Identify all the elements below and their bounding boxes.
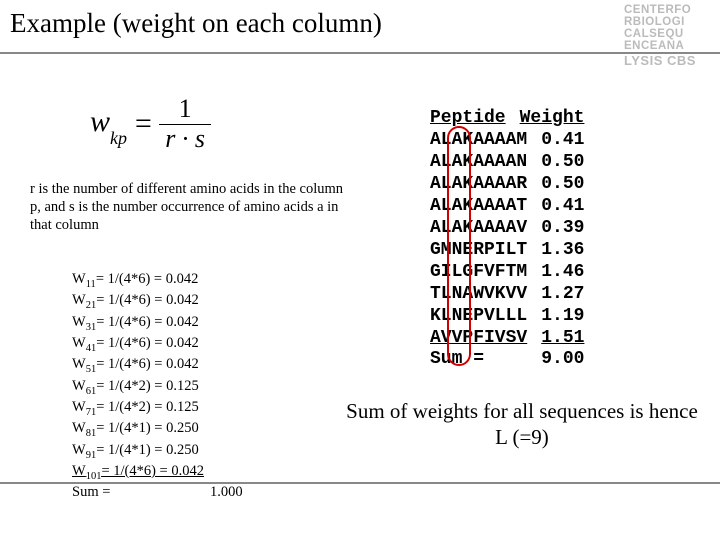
table-sum-row: Sum = 9.00: [430, 349, 584, 371]
weight-calculations: W11= 1/(4*6) = 0.042 W21= 1/(4*6) = 0.04…: [72, 270, 243, 502]
slide-title: Example (weight on each column): [10, 8, 382, 39]
formula: wkp = 1 r · s: [90, 95, 211, 153]
table-row: AVVPFIVSV1.51: [430, 328, 584, 350]
logo-line: RBIOLOGI: [624, 16, 714, 28]
table-row: ALAKAAAAT0.41: [430, 196, 584, 218]
w-row: W71= 1/(4*2) = 0.125: [72, 398, 243, 419]
logo-line: ENCEANA: [624, 40, 714, 52]
formula-fraction: 1 r · s: [159, 95, 211, 153]
table-header: Peptide Weight: [430, 108, 584, 130]
table-row: ALAKAAAAM0.41: [430, 130, 584, 152]
summary-text: Sum of weights for all sequences is henc…: [342, 398, 702, 451]
w-sum-row: Sum = 1.000: [72, 483, 243, 502]
table-row: GILGFVFTM1.46: [430, 262, 584, 284]
formula-numerator: 1: [179, 95, 192, 124]
w-row: W81= 1/(4*1) = 0.250: [72, 419, 243, 440]
w-row: W31= 1/(4*6) = 0.042: [72, 313, 243, 334]
table-row: ALAKAAAAN0.50: [430, 152, 584, 174]
formula-var: wkp: [90, 105, 127, 143]
w-row: W51= 1/(4*6) = 0.042: [72, 355, 243, 376]
formula-eq: =: [133, 107, 153, 141]
peptide-weight-table: Peptide Weight ALAKAAAAM0.41 ALAKAAAAN0.…: [430, 108, 584, 371]
bottom-rule: [0, 482, 720, 484]
w-row: W91= 1/(4*1) = 0.250: [72, 441, 243, 462]
formula-denominator: r · s: [159, 124, 211, 154]
w-row: W41= 1/(4*6) = 0.042: [72, 334, 243, 355]
title-underline: [0, 52, 720, 54]
w-row: W11= 1/(4*6) = 0.042: [72, 270, 243, 291]
table-row: GMNERPILT1.36: [430, 240, 584, 262]
header-weight: Weight: [520, 108, 585, 130]
logo-line: LYSIS CBS: [624, 54, 714, 68]
table-row: ALAKAAAAR0.50: [430, 174, 584, 196]
table-row: TLNAWVKVV1.27: [430, 284, 584, 306]
w-row: W101= 1/(4*6) = 0.042: [72, 462, 243, 483]
header-peptide: Peptide: [430, 108, 506, 130]
table-row: KLNEPVLLL1.19: [430, 306, 584, 328]
logo-watermark: CENTERFO RBIOLOGI CALSEQU ENCEANA LYSIS …: [624, 4, 714, 68]
w-row: W21= 1/(4*6) = 0.042: [72, 291, 243, 312]
description-text: r is the number of different amino acids…: [30, 180, 345, 234]
table-row: ALAKAAAAV0.39: [430, 218, 584, 240]
logo-line: CENTERFO: [624, 4, 714, 16]
logo-line: CALSEQU: [624, 28, 714, 40]
w-row: W61= 1/(4*2) = 0.125: [72, 377, 243, 398]
